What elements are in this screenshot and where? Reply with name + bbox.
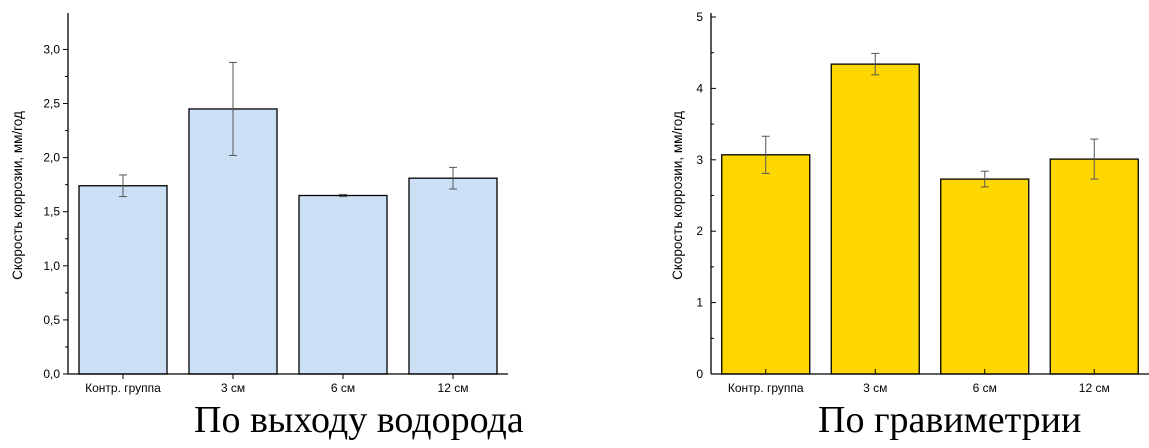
y-tick-label: 2,5: [43, 97, 60, 111]
bar: [721, 154, 811, 375]
y-tick-label: 1,5: [43, 205, 60, 219]
x-tick-label: 6 см: [331, 381, 355, 395]
error-bar: [339, 193, 347, 198]
x-tick-label: 3 см: [863, 381, 887, 395]
y-axis-label: Скорость коррозии, мм/год: [670, 111, 685, 280]
x-tick-label: Контр. группа: [85, 381, 161, 395]
y-axis-label: Скорость коррозии, мм/год: [10, 111, 25, 280]
error-bar: [1090, 138, 1099, 180]
y-tick-label: 1,0: [43, 259, 60, 273]
y-tick-label: 3,0: [43, 42, 60, 56]
y-tick-label: 0,5: [43, 313, 60, 327]
x-tick-label: 12 см: [1079, 381, 1110, 395]
y-tick-label: 0,0: [43, 367, 60, 381]
error-bar: [449, 166, 457, 190]
chart-hydrogen: Контр. группа 3 см 6 см 12 см 0,0 0,5 1,0 1,5 2,…: [10, 13, 524, 441]
x-tick-label: Контр. группа: [728, 381, 804, 395]
error-bar: [871, 52, 880, 76]
chart-gravimetry: Контр. группа 3 см 6 см 12 см 0 1 2 3 4 5 Скорость…: [670, 10, 1149, 441]
y-tick-label: 5: [696, 10, 703, 24]
error-bar: [980, 170, 989, 188]
bar: [940, 178, 1030, 375]
chart-title: По гравиметрии: [818, 399, 1081, 441]
bar: [1049, 158, 1139, 375]
y-tick-label: 3: [696, 153, 703, 167]
bar: [298, 194, 388, 375]
x-tick-label: 6 см: [973, 381, 997, 395]
chart-title: По выходу водорода: [194, 399, 524, 441]
bar: [830, 63, 920, 375]
error-bar: [761, 135, 770, 174]
x-tick-label: 3 см: [221, 381, 245, 395]
bar: [408, 177, 498, 375]
x-tick-label: 12 см: [438, 381, 469, 395]
error-bar: [119, 174, 127, 198]
bar: [78, 185, 168, 375]
y-tick-label: 1: [696, 296, 703, 310]
y-tick-label: 0: [696, 367, 703, 381]
error-bar: [229, 61, 237, 156]
y-tick-label: 2: [696, 224, 703, 238]
y-tick-label: 2,0: [43, 151, 60, 165]
y-tick-label: 4: [696, 81, 703, 95]
